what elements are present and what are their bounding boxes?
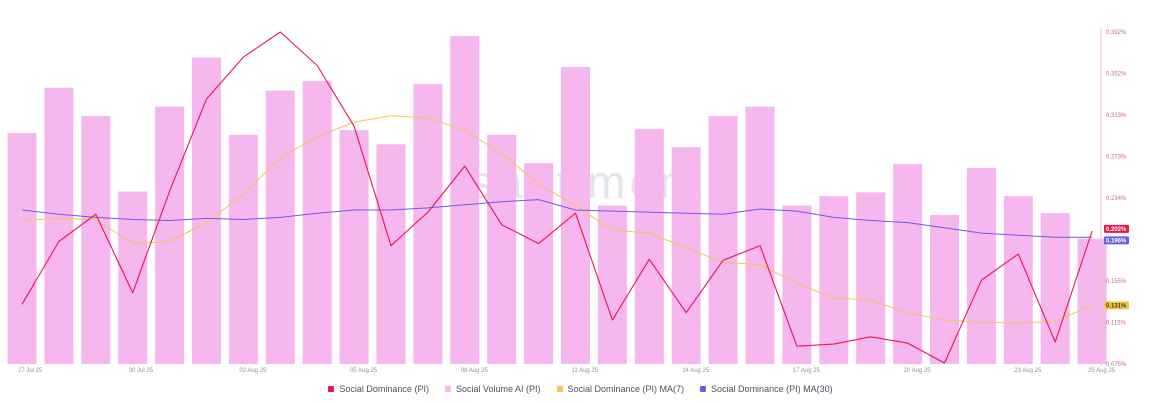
legend-swatch-social-volume bbox=[444, 386, 451, 392]
volume-bar bbox=[118, 191, 148, 364]
legend-label-ma7: Social Dominance (PI) MA(7) bbox=[567, 384, 685, 394]
volume-bar bbox=[524, 163, 554, 364]
y-tick-label: 0.273% bbox=[1106, 155, 1127, 161]
volume-bar bbox=[671, 147, 701, 364]
volume-bar bbox=[1077, 238, 1107, 364]
x-tick-label: 20 Aug 25 bbox=[904, 368, 932, 374]
legend-swatch-ma30 bbox=[700, 386, 707, 392]
legend-swatch-ma7 bbox=[556, 386, 563, 392]
volume-bar bbox=[745, 106, 775, 364]
volume-bars bbox=[7, 35, 1107, 365]
x-tick-label: 27 Jul 25 bbox=[18, 368, 43, 374]
volume-bar bbox=[81, 116, 111, 365]
badge-ma30-bg bbox=[1104, 236, 1129, 245]
y-tick-label: 0.155% bbox=[1106, 279, 1127, 285]
x-tick-label: 08 Aug 25 bbox=[461, 368, 489, 374]
volume-bar bbox=[893, 164, 923, 364]
badge-ma7-bg bbox=[1104, 301, 1129, 310]
x-tick-label: 11 Aug 25 bbox=[572, 368, 599, 374]
y-tick-label: 0.234% bbox=[1106, 196, 1127, 202]
badge-social-dominance: 0.202% bbox=[1106, 227, 1127, 233]
legend-item-ma7[interactable]: Social Dominance (PI) MA(7) bbox=[556, 384, 685, 394]
volume-bar bbox=[1003, 196, 1033, 364]
x-tick-label: 23 Aug 25 bbox=[1014, 368, 1042, 374]
volume-bar bbox=[265, 90, 295, 365]
volume-bar bbox=[1040, 213, 1070, 364]
series-lines bbox=[21, 31, 1093, 364]
volume-bar bbox=[192, 57, 221, 364]
legend: Social Dominance (PI) Social Volume AI (… bbox=[0, 384, 1161, 394]
x-tick-label: 05 Aug 25 bbox=[350, 368, 378, 374]
legend-label-social-dominance: Social Dominance (PI) bbox=[339, 384, 429, 394]
volume-bar bbox=[228, 134, 258, 364]
y-tick-label: 0.075% bbox=[1106, 362, 1127, 368]
volume-bar bbox=[966, 167, 996, 364]
volume-bar bbox=[302, 81, 332, 365]
legend-label-ma30: Social Dominance (PI) MA(30) bbox=[711, 384, 833, 394]
x-tick-label: 02 Aug 25 bbox=[239, 368, 267, 374]
volume-bar bbox=[339, 130, 369, 364]
volume-bar bbox=[487, 134, 517, 364]
x-axis-ticks: 27 Jul 25 30 Jul 25 02 Aug 25 05 Aug 25 08 A… bbox=[18, 368, 1116, 374]
badge-ma7: 0.131% bbox=[1106, 304, 1127, 310]
ma30-line bbox=[21, 199, 1093, 238]
legend-item-ma30[interactable]: Social Dominance (PI) MA(30) bbox=[700, 384, 833, 394]
volume-bar bbox=[413, 83, 443, 364]
volume-bar bbox=[819, 196, 849, 364]
y-tick-label: 0.352% bbox=[1106, 72, 1127, 78]
social-dominance-line bbox=[21, 31, 1093, 364]
last-value-badges: 0.202% 0.196% 0.131% bbox=[1104, 224, 1129, 310]
legend-item-social-dominance[interactable]: Social Dominance (PI) bbox=[328, 384, 429, 394]
volume-bar bbox=[634, 129, 664, 364]
volume-bar bbox=[7, 133, 37, 364]
x-tick-label: 17 Aug 25 bbox=[793, 368, 821, 374]
ma7-line bbox=[21, 115, 1093, 324]
x-tick-label: 14 Aug 25 bbox=[682, 368, 710, 374]
legend-label-social-volume: Social Volume AI (PI) bbox=[455, 384, 541, 394]
badge-social-dominance-bg bbox=[1104, 224, 1129, 233]
chart-canvas: santiment 0.392%0.352%0.313%0.273%0.234%… bbox=[7, 28, 1129, 374]
volume-bar bbox=[561, 67, 590, 364]
y-tick-label: 0.115% bbox=[1106, 321, 1127, 327]
volume-bar bbox=[450, 35, 480, 365]
y-tick-label: 0.392% bbox=[1106, 30, 1127, 36]
y-axis-ticks: 0.392%0.352%0.313%0.273%0.234%0.194%0.15… bbox=[1106, 30, 1127, 368]
x-tick-label: 30 Jul 25 bbox=[129, 368, 154, 374]
legend-swatch-social-dominance bbox=[328, 386, 335, 392]
y-tick-label: 0.313% bbox=[1106, 113, 1127, 119]
volume-bar bbox=[44, 87, 74, 364]
volume-bar bbox=[376, 144, 406, 364]
volume-bar bbox=[782, 205, 812, 364]
volume-bar bbox=[597, 205, 627, 364]
x-tick-label: 25 Aug 25 bbox=[1088, 368, 1116, 374]
volume-bar bbox=[930, 215, 959, 364]
legend-item-social-volume[interactable]: Social Volume AI (PI) bbox=[444, 384, 541, 394]
volume-bar bbox=[155, 106, 185, 364]
badge-ma30: 0.196% bbox=[1106, 239, 1127, 245]
volume-bar bbox=[708, 116, 738, 365]
